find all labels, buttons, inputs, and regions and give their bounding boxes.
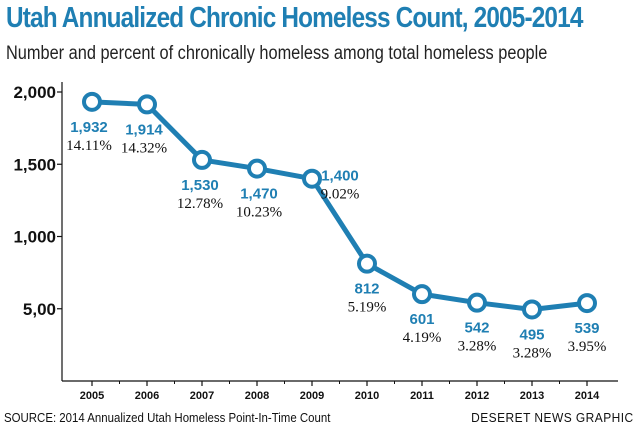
percent-label: 5.19% xyxy=(348,300,387,316)
y-tick-label: 5,00 xyxy=(23,300,56,319)
y-tick-label: 1,500 xyxy=(13,155,56,174)
graphic-credit: DESERET NEWS GRAPHIC xyxy=(471,410,634,425)
data-point-marker xyxy=(247,158,267,179)
data-point-marker xyxy=(577,293,597,314)
data-point-marker xyxy=(82,91,102,112)
percent-label: 4.19% xyxy=(403,330,442,346)
data-point-marker xyxy=(192,149,212,170)
x-tick-label: 2009 xyxy=(300,390,324,402)
y-tick-label: 2,000 xyxy=(13,83,56,102)
chart-subtitle: Number and percent of chronically homele… xyxy=(6,43,548,64)
value-label: 601 xyxy=(409,311,434,328)
x-tick-label: 2008 xyxy=(245,390,269,402)
y-tick-label: 1,000 xyxy=(13,228,56,247)
series-line-group xyxy=(82,91,597,320)
data-point-marker xyxy=(412,284,432,305)
data-point-marker xyxy=(137,94,157,115)
percent-label: 12.78% xyxy=(177,196,223,212)
x-tick-label: 2007 xyxy=(190,390,214,402)
y-axis-ticks: 5,00 1,000 1,500 2,000 xyxy=(13,83,62,319)
value-label: 539 xyxy=(574,320,599,337)
x-tick-label: 2014 xyxy=(575,390,600,402)
x-tick-label: 2012 xyxy=(465,390,489,402)
data-point-marker xyxy=(357,253,377,274)
value-label: 1,932 xyxy=(70,119,108,136)
value-label: 1,530 xyxy=(181,177,219,194)
x-axis-ticks: 2005 2006 2007 2008 2009 2010 2011 2012 2013 2014 xyxy=(80,381,600,402)
source-note: SOURCE: 2014 Annualized Utah Homeless Po… xyxy=(4,410,331,425)
data-point-marker xyxy=(467,292,487,313)
data-labels: 1,932 14.11% 1,914 14.32% 1,530 12.78% 1,470 10… xyxy=(66,119,606,362)
percent-label: 3.28% xyxy=(458,339,497,355)
x-tick-label: 2006 xyxy=(135,390,159,402)
chart-title: Utah Annualized Chronic Homeless Count, … xyxy=(6,2,583,34)
percent-label: 9.02% xyxy=(321,187,360,203)
value-label: 1,914 xyxy=(125,121,163,138)
percent-label: 10.23% xyxy=(236,205,282,221)
value-label: 1,470 xyxy=(240,186,278,203)
x-tick-label: 2011 xyxy=(410,390,434,402)
data-point-marker xyxy=(302,168,322,189)
series-line xyxy=(91,99,588,312)
value-label: 495 xyxy=(519,326,544,343)
percent-label: 14.11% xyxy=(66,138,112,154)
percent-label: 3.28% xyxy=(513,345,552,361)
value-label: 812 xyxy=(354,281,379,298)
x-tick-label: 2010 xyxy=(355,390,379,402)
data-point-marker xyxy=(522,299,542,320)
x-tick-label: 2005 xyxy=(80,390,104,402)
value-label: 542 xyxy=(464,320,489,337)
value-label: 1,400 xyxy=(321,168,359,185)
percent-label: 3.95% xyxy=(568,339,607,355)
x-tick-label: 2013 xyxy=(520,390,544,402)
percent-label: 14.32% xyxy=(121,140,167,156)
